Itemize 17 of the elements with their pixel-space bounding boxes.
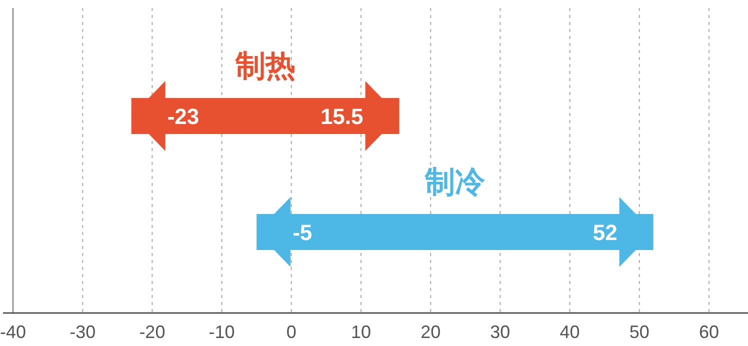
- x-tick-label: -40: [0, 322, 26, 342]
- x-tick-label: -10: [208, 322, 235, 342]
- x-tick-label: 0: [286, 322, 296, 342]
- x-tick-label: 30: [490, 322, 510, 342]
- x-tick-label: 50: [629, 322, 650, 342]
- annotation: 52: [592, 220, 618, 245]
- x-tick-label: 20: [420, 322, 441, 342]
- annotation: -5: [292, 220, 312, 245]
- x-tick-label: -30: [70, 322, 96, 342]
- x-tick-label: 10: [350, 322, 372, 342]
- y-tick-label: 制热: [234, 50, 296, 83]
- x-tick-label: 60: [698, 322, 720, 342]
- x-tick-label: 40: [560, 322, 580, 342]
- annotation: -23: [167, 104, 200, 129]
- y-tick-label: 制冷: [424, 166, 486, 199]
- annotation: 15.5: [320, 104, 364, 129]
- x-tick-label: -20: [139, 322, 166, 342]
